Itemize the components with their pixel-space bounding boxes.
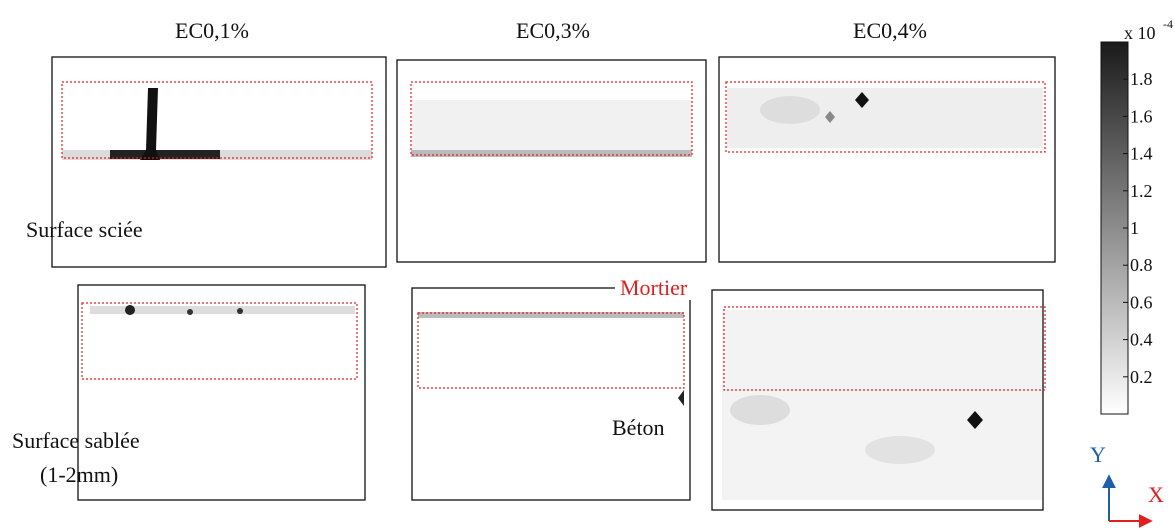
colorbar-tick-label: 1.6: [1130, 106, 1153, 126]
colorbar-exponent: -4: [1163, 17, 1173, 31]
colorbar-tick-label: 0.6: [1130, 292, 1153, 312]
colorbar-tick-label: 0.4: [1130, 330, 1153, 350]
colorbar-tick-label: 1.4: [1130, 144, 1153, 164]
column-title: EC0,3%: [516, 18, 590, 43]
row-label: Surface sciée: [26, 217, 143, 242]
mortar-label: Mortier: [620, 275, 688, 300]
strain-map: [77, 284, 366, 501]
colorbar-tick-label: 1.2: [1130, 181, 1153, 201]
x-axis-label: X: [1148, 482, 1164, 507]
colorbar-tick-label: 0.2: [1130, 367, 1153, 387]
column-title: EC0,1%: [175, 18, 249, 43]
strain-map: [718, 56, 1056, 263]
label-background: [615, 278, 705, 300]
row-label: Surface sablée: [12, 428, 140, 453]
column-title: EC0,4%: [853, 18, 927, 43]
row-label: (1-2mm): [40, 462, 118, 487]
colorbar-tick-label: 1: [1130, 218, 1139, 238]
colorbar-tick-label: 1.8: [1130, 69, 1153, 89]
strain-map: [51, 56, 387, 268]
label-background: [604, 412, 676, 442]
colorbar-tick-label: 0.8: [1130, 255, 1153, 275]
strain-map: [711, 289, 1046, 511]
strain-map: [411, 287, 691, 501]
concrete-label: Béton: [612, 415, 665, 440]
strain-map: [396, 59, 707, 263]
colorbar-multiplier: x 10: [1124, 23, 1156, 43]
y-axis-label: Y: [1090, 442, 1106, 467]
